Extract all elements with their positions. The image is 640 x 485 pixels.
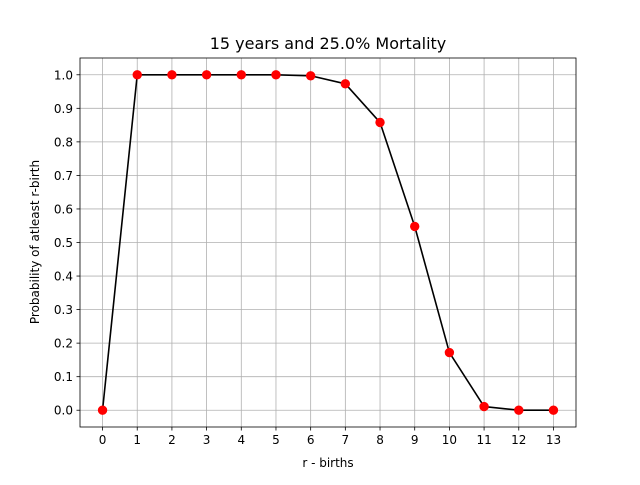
- x-tick-label: 0: [99, 433, 107, 447]
- data-point-marker: [548, 405, 559, 415]
- y-tick-label: 0.8: [54, 135, 73, 149]
- y-tick-label: 0.6: [54, 202, 73, 216]
- y-tick-label: 0.9: [54, 102, 73, 116]
- data-point-marker: [479, 401, 489, 412]
- data-point-marker: [340, 79, 351, 89]
- data-point-marker: [271, 70, 281, 80]
- data-point-marker: [132, 70, 142, 80]
- y-tick-label: 0.1: [54, 370, 73, 384]
- y-tick-label: 1.0: [54, 68, 73, 82]
- y-tick-label: 0.4: [54, 270, 73, 284]
- series-line: [101, 73, 554, 412]
- x-tick-label: 11: [476, 433, 491, 447]
- x-tick-label: 2: [168, 433, 176, 447]
- x-tick-label: 6: [307, 433, 315, 447]
- x-tick-label: 7: [342, 433, 350, 447]
- y-tick-label: 0.0: [54, 404, 73, 418]
- x-tick-label: 5: [272, 433, 280, 447]
- data-point-marker: [167, 70, 177, 80]
- y-axis-label: Probability of atleast r-birth: [28, 160, 42, 324]
- x-tick-label: 9: [411, 433, 419, 447]
- x-axis-ticks: 0 1 2 3 4 5 6 7 8 9 10 11 12 13: [99, 427, 561, 447]
- data-point-marker: [514, 405, 524, 415]
- chart-title: 15 years and 25.0% Mortality: [210, 34, 447, 53]
- grid-lines: [80, 58, 576, 427]
- x-tick-label: 8: [376, 433, 384, 447]
- series-layer: [97, 70, 559, 415]
- data-point-marker: [375, 117, 385, 128]
- x-tick-label: 12: [511, 433, 526, 447]
- x-tick-label: 3: [203, 433, 211, 447]
- y-axis-ticks: 0.0 0.1 0.2 0.3 0.4 0.5 0.6 0.7 0.8 0.9 1.0: [54, 68, 80, 418]
- x-tick-label: 4: [237, 433, 245, 447]
- x-tick-label: 1: [133, 433, 141, 447]
- y-tick-label: 0.5: [54, 236, 73, 250]
- data-point-marker: [305, 71, 316, 81]
- data-point-marker: [444, 347, 455, 358]
- data-point-marker: [236, 70, 246, 80]
- x-tick-label: 13: [546, 433, 561, 447]
- x-axis-label: r - births: [302, 456, 353, 470]
- x-tick-label: 10: [442, 433, 457, 447]
- data-point-marker: [410, 221, 420, 232]
- y-tick-label: 0.2: [54, 337, 73, 351]
- data-point-marker: [97, 405, 108, 415]
- y-tick-label: 0.7: [54, 169, 73, 183]
- y-tick-label: 0.3: [54, 303, 73, 317]
- data-point-marker: [201, 70, 212, 80]
